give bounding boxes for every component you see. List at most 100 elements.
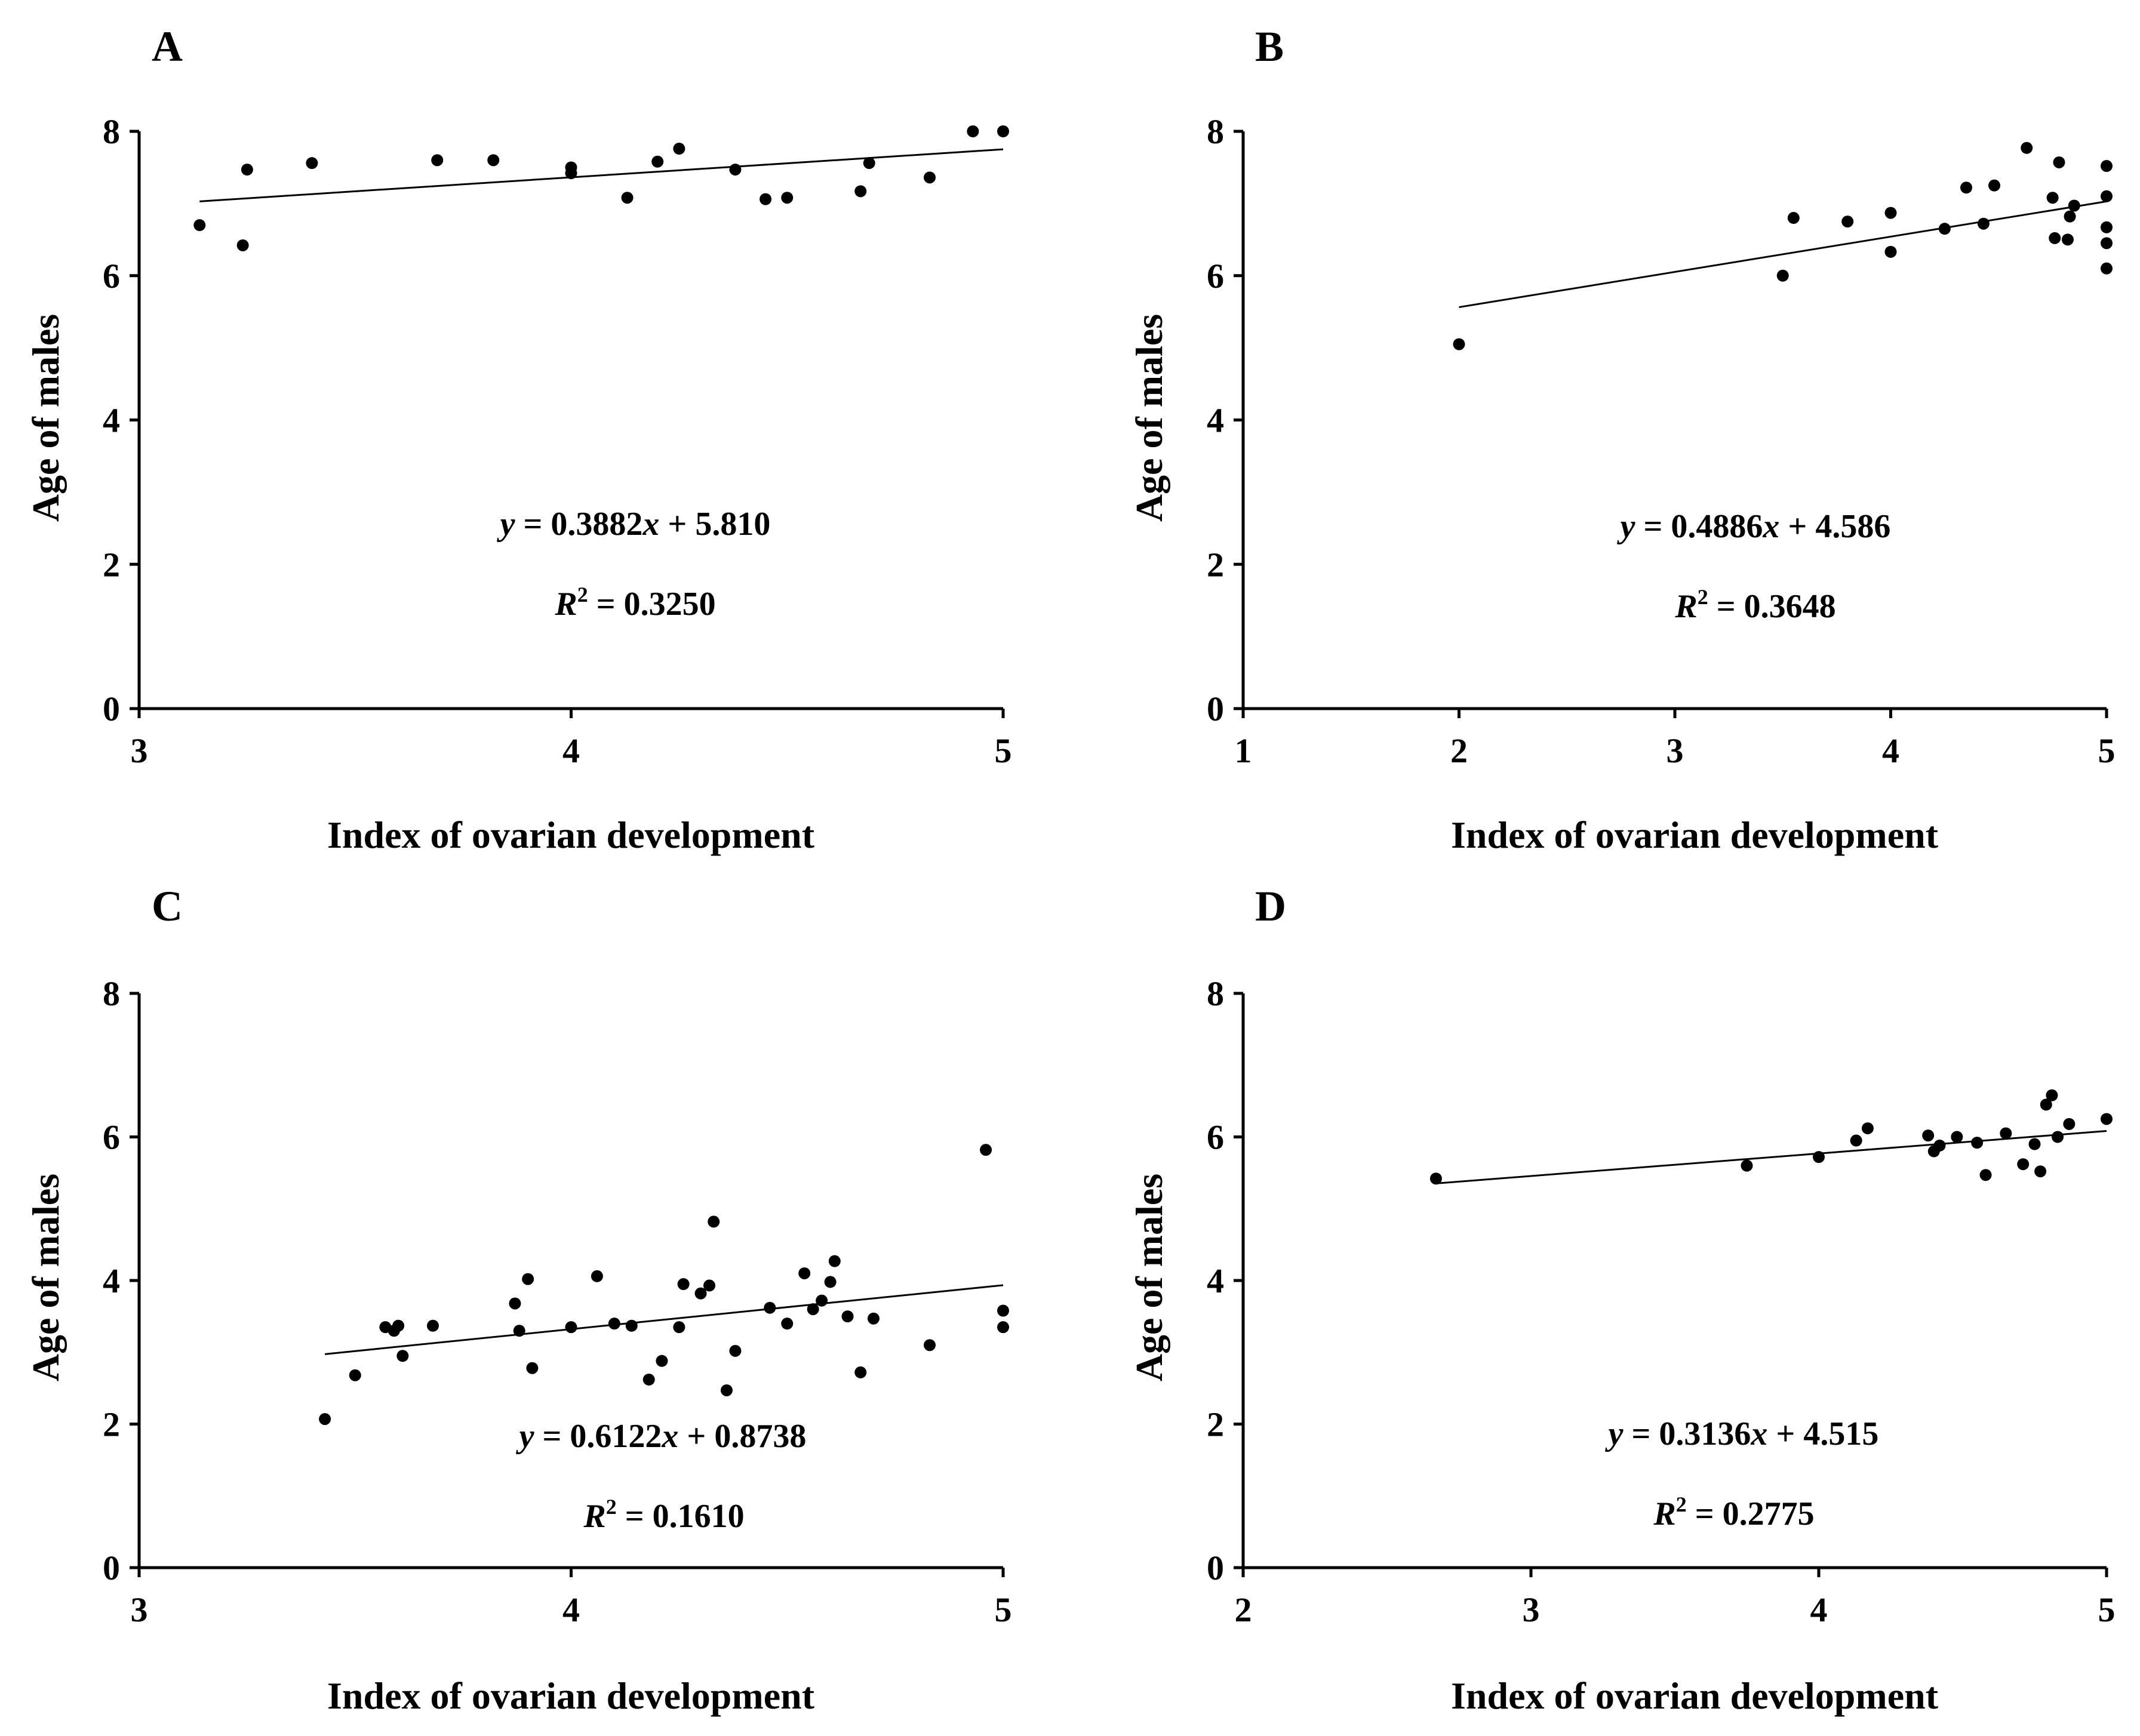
data-point xyxy=(2000,1127,2012,1140)
data-point xyxy=(2046,192,2059,204)
data-point xyxy=(1960,181,1973,194)
x-tick-label: 4 xyxy=(562,1590,580,1629)
equation-a: y = 0.3882x + 5.810 xyxy=(497,506,771,543)
data-point xyxy=(863,157,875,170)
data-point xyxy=(319,1413,331,1426)
data-point xyxy=(1776,269,1789,282)
x-tick-label: 4 xyxy=(562,731,580,770)
data-point xyxy=(760,193,772,205)
data-point xyxy=(1884,245,1897,258)
r-squared-d: R2 = 0.2775 xyxy=(1653,1492,1814,1532)
y-axis-title-c: Age of males xyxy=(24,1174,67,1381)
y-tick-label: 8 xyxy=(1207,112,1224,151)
data-point xyxy=(1951,1131,1963,1143)
data-point xyxy=(2040,1098,2052,1111)
data-point xyxy=(241,164,253,176)
x-tick-label: 2 xyxy=(1235,1590,1252,1629)
y-tick-label: 4 xyxy=(1207,1261,1224,1300)
regression-line xyxy=(1459,200,2107,309)
plot-area-a: 3 4 5 0 2 4 6 8 xyxy=(103,112,1012,770)
data-point xyxy=(565,1321,577,1334)
data-point xyxy=(1988,179,2001,192)
data-point xyxy=(729,164,742,176)
data-point xyxy=(2101,237,2113,250)
x-tick-label: 1 xyxy=(1235,731,1252,770)
x-axis-title-b: Index of ovarian development xyxy=(1451,814,1939,856)
equation-c: y = 0.6122x + 0.8738 xyxy=(516,1418,807,1455)
data-point xyxy=(2021,141,2033,154)
data-point xyxy=(2101,160,2113,173)
data-point xyxy=(1979,1169,1992,1181)
data-point xyxy=(349,1369,361,1381)
y-tick-label: 6 xyxy=(1207,1118,1224,1157)
panel-label-a: A xyxy=(152,23,183,70)
data-point xyxy=(798,1267,811,1279)
y-axis-title-d: Age of males xyxy=(1128,1174,1170,1381)
data-point xyxy=(828,1255,841,1267)
x-tick-label: 5 xyxy=(995,1590,1012,1629)
data-point xyxy=(1977,217,1990,230)
data-point xyxy=(2068,199,2080,212)
data-point xyxy=(997,1304,1009,1317)
data-point xyxy=(656,1355,668,1367)
x-tick-label: 2 xyxy=(1450,731,1468,770)
data-point xyxy=(816,1294,828,1307)
y-tick-label: 2 xyxy=(1207,1405,1224,1444)
data-point xyxy=(608,1318,620,1330)
panel-c: C Age of males Index of ovarian developm… xyxy=(24,882,1012,1717)
x-tick-label: 5 xyxy=(2098,731,2116,770)
data-point xyxy=(1850,1134,1862,1147)
data-point xyxy=(487,154,500,167)
data-point xyxy=(642,1373,655,1386)
x-tick-label: 3 xyxy=(131,1590,148,1629)
data-point xyxy=(2101,190,2113,202)
data-point xyxy=(2034,1165,2047,1178)
data-point xyxy=(513,1325,525,1337)
y-tick-label: 2 xyxy=(1207,545,1224,584)
x-tick-label: 4 xyxy=(1882,731,1899,770)
data-point xyxy=(673,1321,685,1334)
data-point xyxy=(1429,1172,1442,1185)
data-point xyxy=(967,125,979,137)
y-tick-label: 8 xyxy=(103,974,120,1013)
data-point xyxy=(1971,1137,1984,1149)
panel-a: A Age of males Index of ovarian developm… xyxy=(24,23,1012,856)
data-point xyxy=(2053,156,2065,168)
data-point xyxy=(1813,1151,1825,1164)
regression-line xyxy=(199,148,1004,202)
x-tick-label: 3 xyxy=(1523,1590,1540,1629)
data-point xyxy=(2049,232,2061,244)
data-point xyxy=(2046,1089,2058,1101)
y-tick-label: 2 xyxy=(103,1405,120,1444)
data-point xyxy=(2101,1113,2113,1125)
panel-label-d: D xyxy=(1255,882,1286,930)
data-point xyxy=(854,1366,867,1378)
y-tick-label: 6 xyxy=(103,257,120,296)
y-tick-label: 8 xyxy=(1207,974,1224,1013)
data-point xyxy=(924,1339,936,1352)
data-point xyxy=(426,1319,439,1332)
x-tick-label: 3 xyxy=(131,731,148,770)
data-point xyxy=(924,171,936,184)
y-tick-label: 2 xyxy=(103,545,120,584)
data-point xyxy=(677,1278,690,1291)
data-point xyxy=(824,1276,837,1288)
data-point xyxy=(841,1310,854,1323)
data-point xyxy=(2063,1118,2076,1130)
y-tick-label: 0 xyxy=(1207,690,1224,728)
data-point xyxy=(867,1312,880,1325)
data-point xyxy=(1841,216,1854,228)
x-tick-label: 4 xyxy=(1810,1590,1828,1629)
data-point xyxy=(703,1279,716,1292)
data-point xyxy=(1938,223,1951,235)
x-tick-label: 3 xyxy=(1667,731,1684,770)
y-tick-label: 4 xyxy=(103,401,120,440)
data-point xyxy=(509,1297,521,1310)
data-point xyxy=(997,1321,1009,1334)
data-point xyxy=(694,1287,707,1300)
data-point xyxy=(2064,210,2076,223)
data-point xyxy=(396,1350,409,1362)
data-point xyxy=(526,1362,539,1374)
